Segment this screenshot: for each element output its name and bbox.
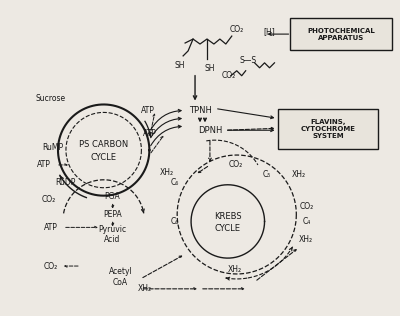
- Text: CO₂: CO₂: [44, 262, 58, 270]
- Text: CO₂: CO₂: [42, 195, 56, 204]
- FancyBboxPatch shape: [290, 18, 392, 50]
- Text: XH₂: XH₂: [299, 235, 313, 244]
- Text: C₄: C₄: [302, 217, 310, 226]
- Text: XH₂: XH₂: [228, 264, 242, 274]
- Text: PGA: PGA: [105, 192, 120, 201]
- Text: Sucrose: Sucrose: [36, 94, 66, 103]
- Text: SH: SH: [205, 64, 215, 73]
- Text: Pyruvic
Acid: Pyruvic Acid: [98, 225, 127, 244]
- Text: FLAVINS,
CYTOCHROME
SYSTEM: FLAVINS, CYTOCHROME SYSTEM: [301, 119, 356, 139]
- Text: XH₂: XH₂: [160, 168, 174, 177]
- Text: CO₂: CO₂: [229, 161, 243, 169]
- Text: ATP: ATP: [37, 161, 51, 169]
- Text: RuDP: RuDP: [56, 178, 76, 187]
- Text: CYCLE: CYCLE: [215, 224, 241, 233]
- Text: Acetyl
CoA: Acetyl CoA: [109, 267, 132, 287]
- Text: S—S: S—S: [239, 56, 256, 65]
- Text: TPNH: TPNH: [188, 106, 212, 115]
- Text: DPNH: DPNH: [198, 126, 222, 135]
- Text: ATP: ATP: [144, 129, 157, 138]
- Text: XH₂: XH₂: [292, 170, 306, 179]
- Text: PS CARBON: PS CARBON: [79, 140, 128, 149]
- Text: PEPA: PEPA: [103, 210, 122, 219]
- Text: KREBS: KREBS: [214, 212, 242, 221]
- Text: C₆: C₆: [171, 217, 179, 226]
- Text: C₆: C₆: [171, 178, 179, 187]
- Text: CO₂: CO₂: [222, 71, 236, 80]
- Text: XH₂: XH₂: [138, 284, 152, 293]
- Text: C₅: C₅: [262, 170, 271, 179]
- Text: [H]: [H]: [264, 27, 275, 36]
- Text: SH: SH: [175, 61, 185, 70]
- Text: CO₂: CO₂: [230, 25, 244, 33]
- Text: ATP: ATP: [44, 223, 58, 232]
- Text: PHOTOCHEMICAL
APPARATUS: PHOTOCHEMICAL APPARATUS: [307, 27, 375, 40]
- Text: ATP: ATP: [142, 106, 155, 115]
- FancyBboxPatch shape: [278, 109, 378, 149]
- Text: RuMP: RuMP: [42, 143, 64, 152]
- Text: CO₂: CO₂: [299, 202, 313, 211]
- Text: CYCLE: CYCLE: [91, 153, 117, 161]
